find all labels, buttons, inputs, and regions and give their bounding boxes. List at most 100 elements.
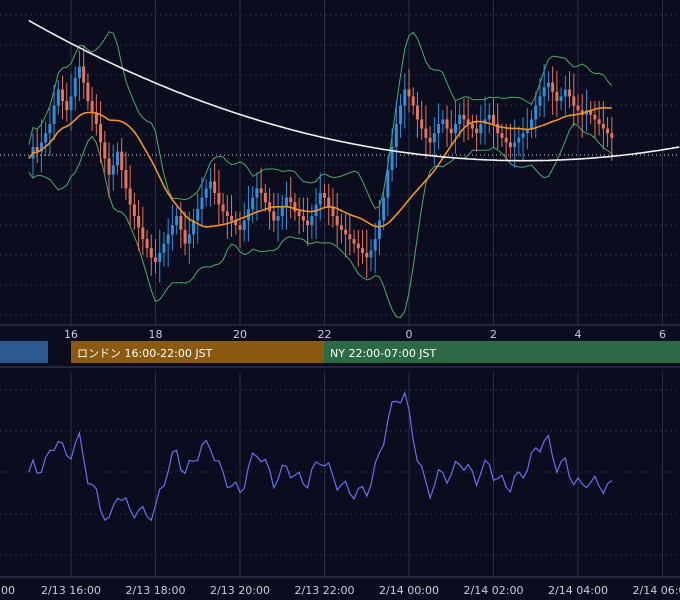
candle-body bbox=[39, 142, 43, 152]
candle-body bbox=[517, 137, 521, 143]
candle-body bbox=[610, 133, 614, 138]
candle-body bbox=[56, 89, 60, 106]
candle-body bbox=[492, 114, 495, 124]
bottom-x-tick-partial: 00 bbox=[1, 584, 15, 597]
candle-body bbox=[293, 202, 297, 212]
candle-body bbox=[424, 128, 428, 138]
candle-body bbox=[263, 193, 267, 203]
candle-body bbox=[276, 216, 280, 221]
candle-body bbox=[335, 216, 339, 226]
candle-body bbox=[196, 209, 200, 221]
candle-body bbox=[259, 188, 263, 193]
candle-body bbox=[323, 193, 326, 198]
candle-body bbox=[555, 91, 559, 101]
candle-body bbox=[563, 89, 567, 97]
candle-body bbox=[52, 105, 56, 124]
candle-body bbox=[352, 239, 356, 244]
candle-body bbox=[86, 82, 90, 101]
candle-body bbox=[35, 147, 39, 152]
candle-body bbox=[534, 105, 538, 120]
candle-body bbox=[166, 234, 170, 244]
session-block bbox=[0, 341, 48, 363]
candle-body bbox=[373, 239, 377, 251]
x-axis-ticks: 16 18 20 22 0 2 4 6 00 2/13 16:00 2/13 18:00 2/13 2… bbox=[1, 328, 680, 597]
candle-body bbox=[538, 96, 542, 106]
candle-body bbox=[559, 96, 563, 101]
bottom-x-tick: 2/13 20:00 bbox=[210, 584, 270, 597]
candle-body bbox=[120, 151, 124, 170]
moving-averages bbox=[28, 19, 680, 228]
candle-body bbox=[551, 82, 555, 92]
candle-body bbox=[200, 197, 204, 210]
candle-body bbox=[297, 211, 301, 216]
candle-body bbox=[369, 250, 373, 258]
oscillator-panel bbox=[28, 391, 613, 522]
candle-body bbox=[479, 124, 483, 134]
candle-body bbox=[415, 105, 419, 120]
session-bar: ロンドン 16:00-22:00 JST NY 22:00-07:00 JST bbox=[0, 341, 680, 363]
candle-body bbox=[284, 197, 288, 207]
candle-body bbox=[382, 197, 386, 221]
oscillator-line bbox=[28, 391, 613, 522]
ma-short-line bbox=[28, 107, 612, 228]
candle-body bbox=[318, 193, 322, 205]
candle-body bbox=[238, 225, 242, 230]
candle-body bbox=[208, 181, 212, 189]
candle-body bbox=[597, 119, 601, 124]
candle-body bbox=[407, 89, 411, 97]
candle-body bbox=[504, 137, 508, 143]
candle-body bbox=[221, 204, 225, 212]
candle-body bbox=[154, 257, 157, 262]
bottom-x-tick: 2/13 18:00 bbox=[126, 584, 186, 597]
candle-body bbox=[601, 124, 605, 129]
candle-body bbox=[44, 133, 48, 143]
candle-body bbox=[589, 110, 593, 115]
candle-body bbox=[230, 216, 234, 221]
candle-body bbox=[149, 248, 153, 258]
session-label: ロンドン 16:00-22:00 JST bbox=[77, 347, 213, 360]
candle-body bbox=[572, 96, 576, 106]
candle-body bbox=[432, 133, 436, 143]
main-x-tick: 16 bbox=[64, 328, 78, 341]
candle-body bbox=[525, 128, 529, 134]
candle-body bbox=[445, 119, 449, 129]
candle-body bbox=[331, 206, 335, 216]
bottom-x-tick: 2/13 16:00 bbox=[41, 584, 101, 597]
main-x-tick: 6 bbox=[659, 328, 666, 341]
candle-body bbox=[145, 239, 149, 249]
candle-body bbox=[475, 128, 479, 134]
candle-body bbox=[453, 124, 457, 134]
ma-long-line bbox=[28, 19, 680, 162]
candle-body bbox=[82, 66, 86, 83]
bottom-x-tick: 2/14 02:00 bbox=[464, 584, 524, 597]
candle-body bbox=[217, 193, 221, 205]
candle-body bbox=[94, 112, 98, 124]
candle-body bbox=[175, 216, 179, 226]
candle-body bbox=[170, 225, 174, 235]
candle-body bbox=[99, 124, 103, 143]
candle-body bbox=[306, 220, 310, 226]
candle-body bbox=[179, 216, 183, 230]
bottom-x-tick: 2/13 22:00 bbox=[295, 584, 355, 597]
candle-body bbox=[470, 124, 474, 129]
candle-body bbox=[606, 128, 610, 134]
candle-body bbox=[327, 197, 331, 207]
candle-body bbox=[107, 158, 111, 175]
candle-body bbox=[242, 220, 246, 230]
candle-body bbox=[403, 89, 407, 106]
candle-body bbox=[162, 243, 166, 253]
main-x-tick: 4 bbox=[575, 328, 582, 341]
candle-body bbox=[449, 128, 453, 134]
session-block bbox=[324, 341, 680, 363]
candle-body bbox=[546, 82, 550, 88]
candle-body bbox=[390, 147, 394, 170]
candle-body bbox=[576, 105, 580, 111]
candle-body bbox=[466, 119, 470, 124]
main-x-tick: 18 bbox=[149, 328, 163, 341]
bottom-x-tick: 2/14 06:00 bbox=[633, 584, 680, 597]
candle-body bbox=[90, 101, 94, 113]
candle-body bbox=[348, 234, 352, 239]
candle-body bbox=[65, 101, 69, 111]
candle-body bbox=[399, 105, 403, 124]
candle-body bbox=[508, 142, 512, 147]
